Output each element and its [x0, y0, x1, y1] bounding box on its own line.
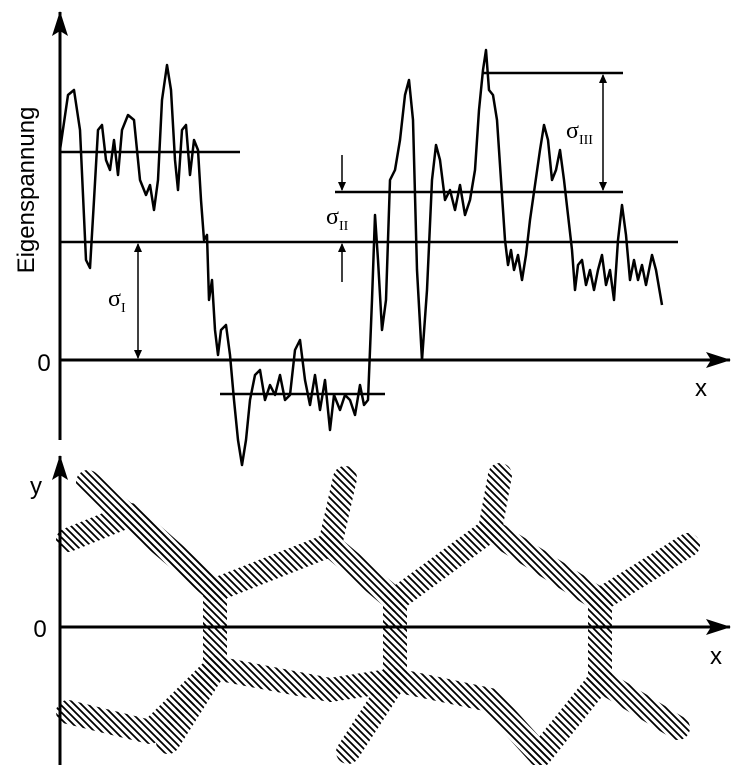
symbol: σ: [108, 286, 121, 312]
symbol: σ: [326, 204, 339, 230]
x-axis-label: x: [710, 643, 722, 670]
top-plot: Eigenspannung 0 x σI σII σIII: [13, 11, 731, 467]
subscript: I: [121, 301, 126, 316]
y-axis-label: y: [30, 473, 42, 500]
subscript: II: [339, 219, 349, 234]
sigma-ii-label: σII: [326, 204, 349, 234]
grain-boundaries: [56, 463, 700, 765]
sigma-iii-label: σIII: [566, 118, 593, 148]
origin-label: 0: [33, 616, 46, 643]
symbol: σ: [566, 118, 579, 144]
origin-label: 0: [37, 350, 50, 377]
sigma-i-label: σI: [108, 286, 126, 316]
x-axis-label: x: [695, 375, 707, 402]
stress-curve: [58, 48, 664, 467]
bottom-plot: y 0 x: [30, 455, 731, 765]
y-axis-label: Eigenspannung: [13, 107, 40, 274]
subscript: III: [579, 133, 593, 148]
